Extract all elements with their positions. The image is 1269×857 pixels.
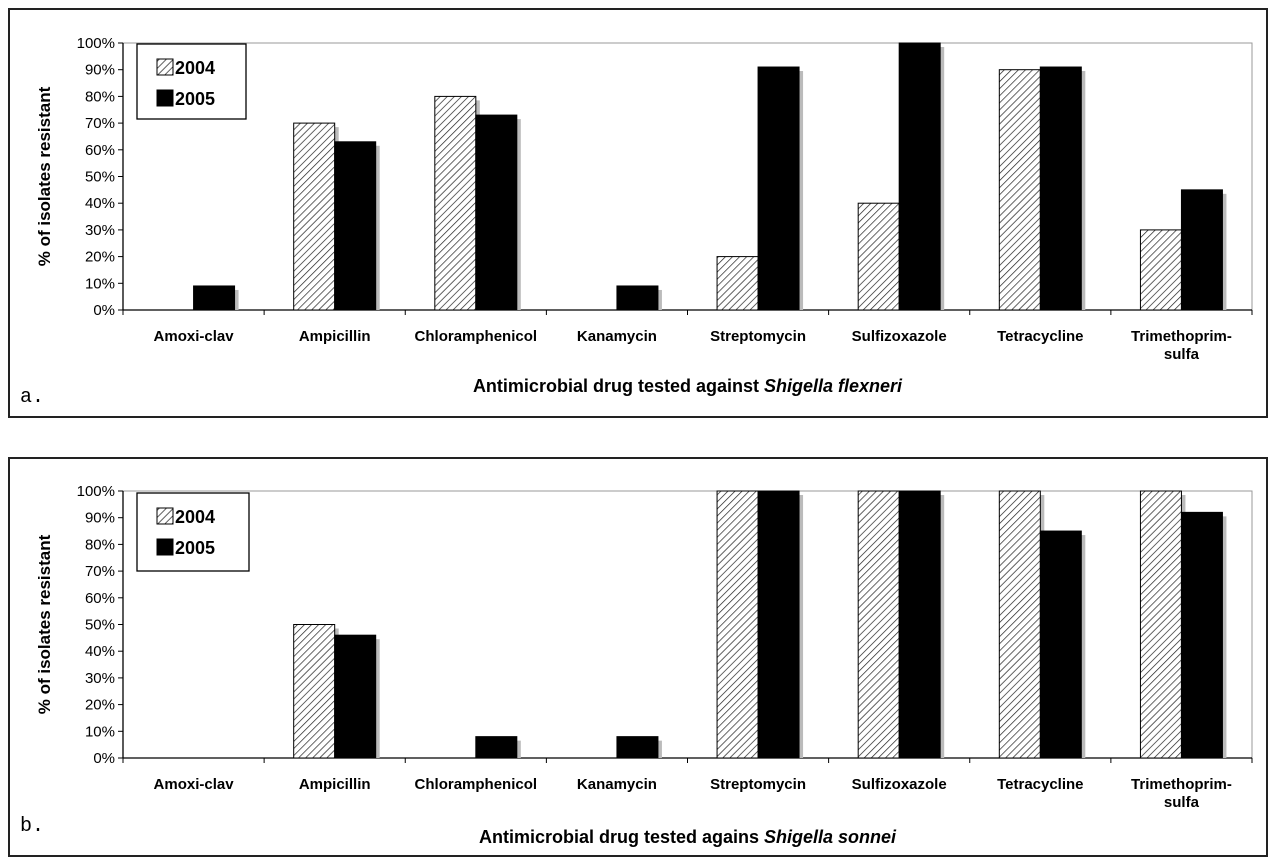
x-tick-label: Kanamycin [577, 328, 657, 345]
bar-2005-kanamycin [616, 736, 659, 759]
x-tick-label: sulfa [1164, 794, 1200, 811]
x-axis-label: Antimicrobial drug tested against Shigel… [473, 376, 903, 396]
x-tick-label: Streptomycin [710, 328, 806, 345]
bar-2004-tetracycline [998, 490, 1041, 759]
bar-2005-chloramphenicol [475, 736, 518, 759]
bar-2005-amoxiclav [193, 285, 236, 311]
bar-2005-trimethoprimsulfa [1180, 189, 1223, 311]
bar-2005-sulfizoxazole [898, 490, 941, 759]
x-axis-label: Antimicrobial drug tested agains Shigell… [479, 827, 897, 847]
chart-svg-b: 0% 10% 20% 30% 40% 50% 60% 70% 80% 90% 100% % of is… [20, 483, 1253, 847]
y-tick-label: 80% [85, 88, 115, 105]
x-tick-label: sulfa [1164, 346, 1200, 363]
y-tick-label: 80% [85, 536, 115, 553]
legend-swatch-2004 [156, 507, 174, 525]
y-tick-label: 70% [85, 115, 115, 132]
x-tick-label: Ampicillin [299, 328, 371, 345]
y-tick-label: 30% [85, 670, 115, 687]
x-tick-label: Amoxi-clav [154, 328, 235, 345]
legend-swatch-2005 [156, 538, 174, 556]
x-tick-label: Kanamycin [577, 776, 657, 793]
bar-2004-chloramphenicol [434, 95, 477, 311]
x-tick-label: Chloramphenicol [415, 776, 538, 793]
bar-2005-kanamycin [616, 285, 659, 311]
y-tick-label: 60% [85, 590, 115, 607]
bar-2005-chloramphenicol [475, 114, 518, 311]
bar-2004-trimethoprimsulfa [1139, 229, 1182, 311]
bar-2004-streptomycin [716, 490, 759, 759]
y-tick-label: 50% [85, 617, 115, 634]
legend [136, 492, 250, 572]
y-tick-label: 10% [85, 275, 115, 292]
x-tick-label: Sulfizoxazole [852, 328, 947, 345]
y-tick-label: 40% [85, 643, 115, 660]
y-tick-label: 70% [85, 563, 115, 580]
y-tick-label: 40% [85, 195, 115, 212]
y-tick-label: 60% [85, 142, 115, 159]
chart-panel-a: 0% 10% 20% 30% 40% 50% 60% 70% 80% 90% 100% % of is… [8, 8, 1268, 418]
y-tick-label: 90% [85, 510, 115, 527]
bar-2004-ampicillin [293, 122, 336, 311]
y-axis-label: % of isolates resistant [35, 86, 54, 266]
x-tick-label: Chloramphenicol [415, 328, 538, 345]
bar-2005-tetracycline [1039, 66, 1082, 311]
x-tick-label: Tetracycline [997, 776, 1083, 793]
x-tick-label: Amoxi-clav [154, 776, 235, 793]
panel-label: b. [20, 815, 44, 838]
bar-2005-sulfizoxazole [898, 42, 941, 311]
x-tick-label: Ampicillin [299, 776, 371, 793]
bar-2004-sulfizoxazole [857, 202, 900, 311]
bar-2004-ampicillin [293, 624, 336, 759]
chart-panel-b: 0% 10% 20% 30% 40% 50% 60% 70% 80% 90% 100% % of is… [8, 457, 1268, 857]
bar-2005-streptomycin [757, 490, 800, 759]
y-tick-label: 0% [93, 750, 115, 767]
bar-2004-sulfizoxazole [857, 490, 900, 759]
x-tick-label: Tetracycline [997, 328, 1083, 345]
chart-svg-a: 0% 10% 20% 30% 40% 50% 60% 70% 80% 90% 100% % of is… [20, 35, 1253, 409]
bar-2004-trimethoprimsulfa [1139, 490, 1182, 759]
legend-label-2005: 2005 [175, 89, 215, 109]
y-tick-label: 50% [85, 169, 115, 186]
y-tick-label: 20% [85, 249, 115, 266]
bar-2005-streptomycin [757, 66, 800, 311]
y-tick-label: 0% [93, 302, 115, 319]
y-tick-label: 100% [77, 483, 115, 500]
bar-2005-trimethoprimsulfa [1180, 511, 1223, 759]
legend-label-2005: 2005 [175, 538, 215, 558]
bar-2005-ampicillin [334, 141, 377, 311]
bar-2004-tetracycline [998, 69, 1041, 311]
legend-label-2004: 2004 [175, 507, 215, 527]
panel-label: a. [20, 386, 44, 409]
y-tick-label: 90% [85, 62, 115, 79]
x-tick-label: Sulfizoxazole [852, 776, 947, 793]
legend-swatch-2004 [156, 58, 174, 76]
y-tick-label: 100% [77, 35, 115, 52]
x-tick-label: Streptomycin [710, 776, 806, 793]
legend-label-2004: 2004 [175, 58, 215, 78]
x-tick-label: Trimethoprim- [1131, 776, 1232, 793]
y-tick-label: 10% [85, 723, 115, 740]
legend-swatch-2005 [156, 89, 174, 107]
y-tick-label: 20% [85, 697, 115, 714]
bar-2005-tetracycline [1039, 530, 1082, 759]
y-tick-label: 30% [85, 222, 115, 239]
legend [136, 43, 247, 120]
bar-2004-streptomycin [716, 256, 759, 311]
x-tick-label: Trimethoprim- [1131, 328, 1232, 345]
y-axis-label: % of isolates resistant [35, 534, 54, 714]
bar-2005-ampicillin [334, 634, 377, 759]
